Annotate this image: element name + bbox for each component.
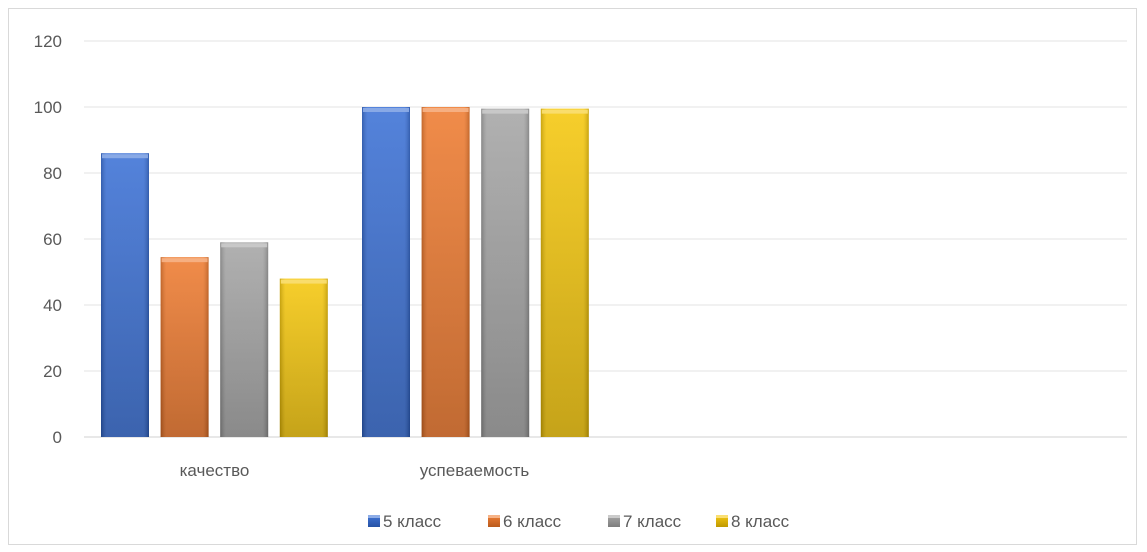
legend-label: 6 класс (503, 512, 562, 531)
bar-shading (160, 257, 209, 437)
bar (279, 278, 328, 437)
x-category-label: успеваемость (420, 461, 530, 480)
legend-item: 5 класс (368, 512, 442, 531)
legend-swatch-bevel (368, 515, 380, 518)
bar-bevel (541, 109, 588, 114)
bar-bevel (280, 279, 327, 284)
bar (362, 107, 410, 437)
legend-label: 8 класс (731, 512, 790, 531)
legend: 5 класс 6 класс 7 класс 8 класс (368, 512, 790, 531)
legend-item: 7 класс (608, 512, 682, 531)
x-axis-categories: качество успеваемость (180, 461, 530, 480)
y-tick-label: 80 (43, 164, 62, 183)
y-tick-label: 100 (34, 98, 62, 117)
bar-bevel (221, 243, 268, 248)
bar-shading (362, 107, 410, 437)
legend-item: 6 класс (488, 512, 562, 531)
bar-bevel (363, 108, 409, 112)
bar-shading (101, 153, 149, 437)
bar (101, 153, 149, 437)
bar-bevel (102, 154, 148, 159)
bar-bevel (482, 109, 529, 114)
y-tick-label: 40 (43, 296, 62, 315)
bar-shading (279, 278, 328, 437)
legend-label: 5 класс (383, 512, 442, 531)
y-tick-label: 120 (34, 32, 62, 51)
legend-swatch-bevel (716, 515, 728, 518)
y-tick-label: 60 (43, 230, 62, 249)
y-tick-label: 0 (53, 428, 62, 447)
bar-shading (540, 108, 589, 438)
bars (101, 107, 589, 438)
bar-bevel (161, 258, 208, 263)
bar-bevel (422, 108, 469, 112)
y-axis-ticks: 0 20 40 60 80 100 120 (34, 32, 62, 447)
x-category-label: качество (180, 461, 250, 480)
bar (220, 242, 269, 437)
bar (160, 257, 209, 437)
bar-shading (481, 108, 530, 438)
bar (540, 108, 589, 438)
legend-swatch-bevel (488, 515, 500, 518)
y-tick-label: 20 (43, 362, 62, 381)
legend-item: 8 класс (716, 512, 790, 531)
bar-shading (220, 242, 269, 437)
legend-label: 7 класс (623, 512, 682, 531)
bar (421, 107, 470, 437)
bar-shading (421, 107, 470, 437)
legend-swatch-bevel (608, 515, 620, 518)
bar (481, 108, 530, 438)
